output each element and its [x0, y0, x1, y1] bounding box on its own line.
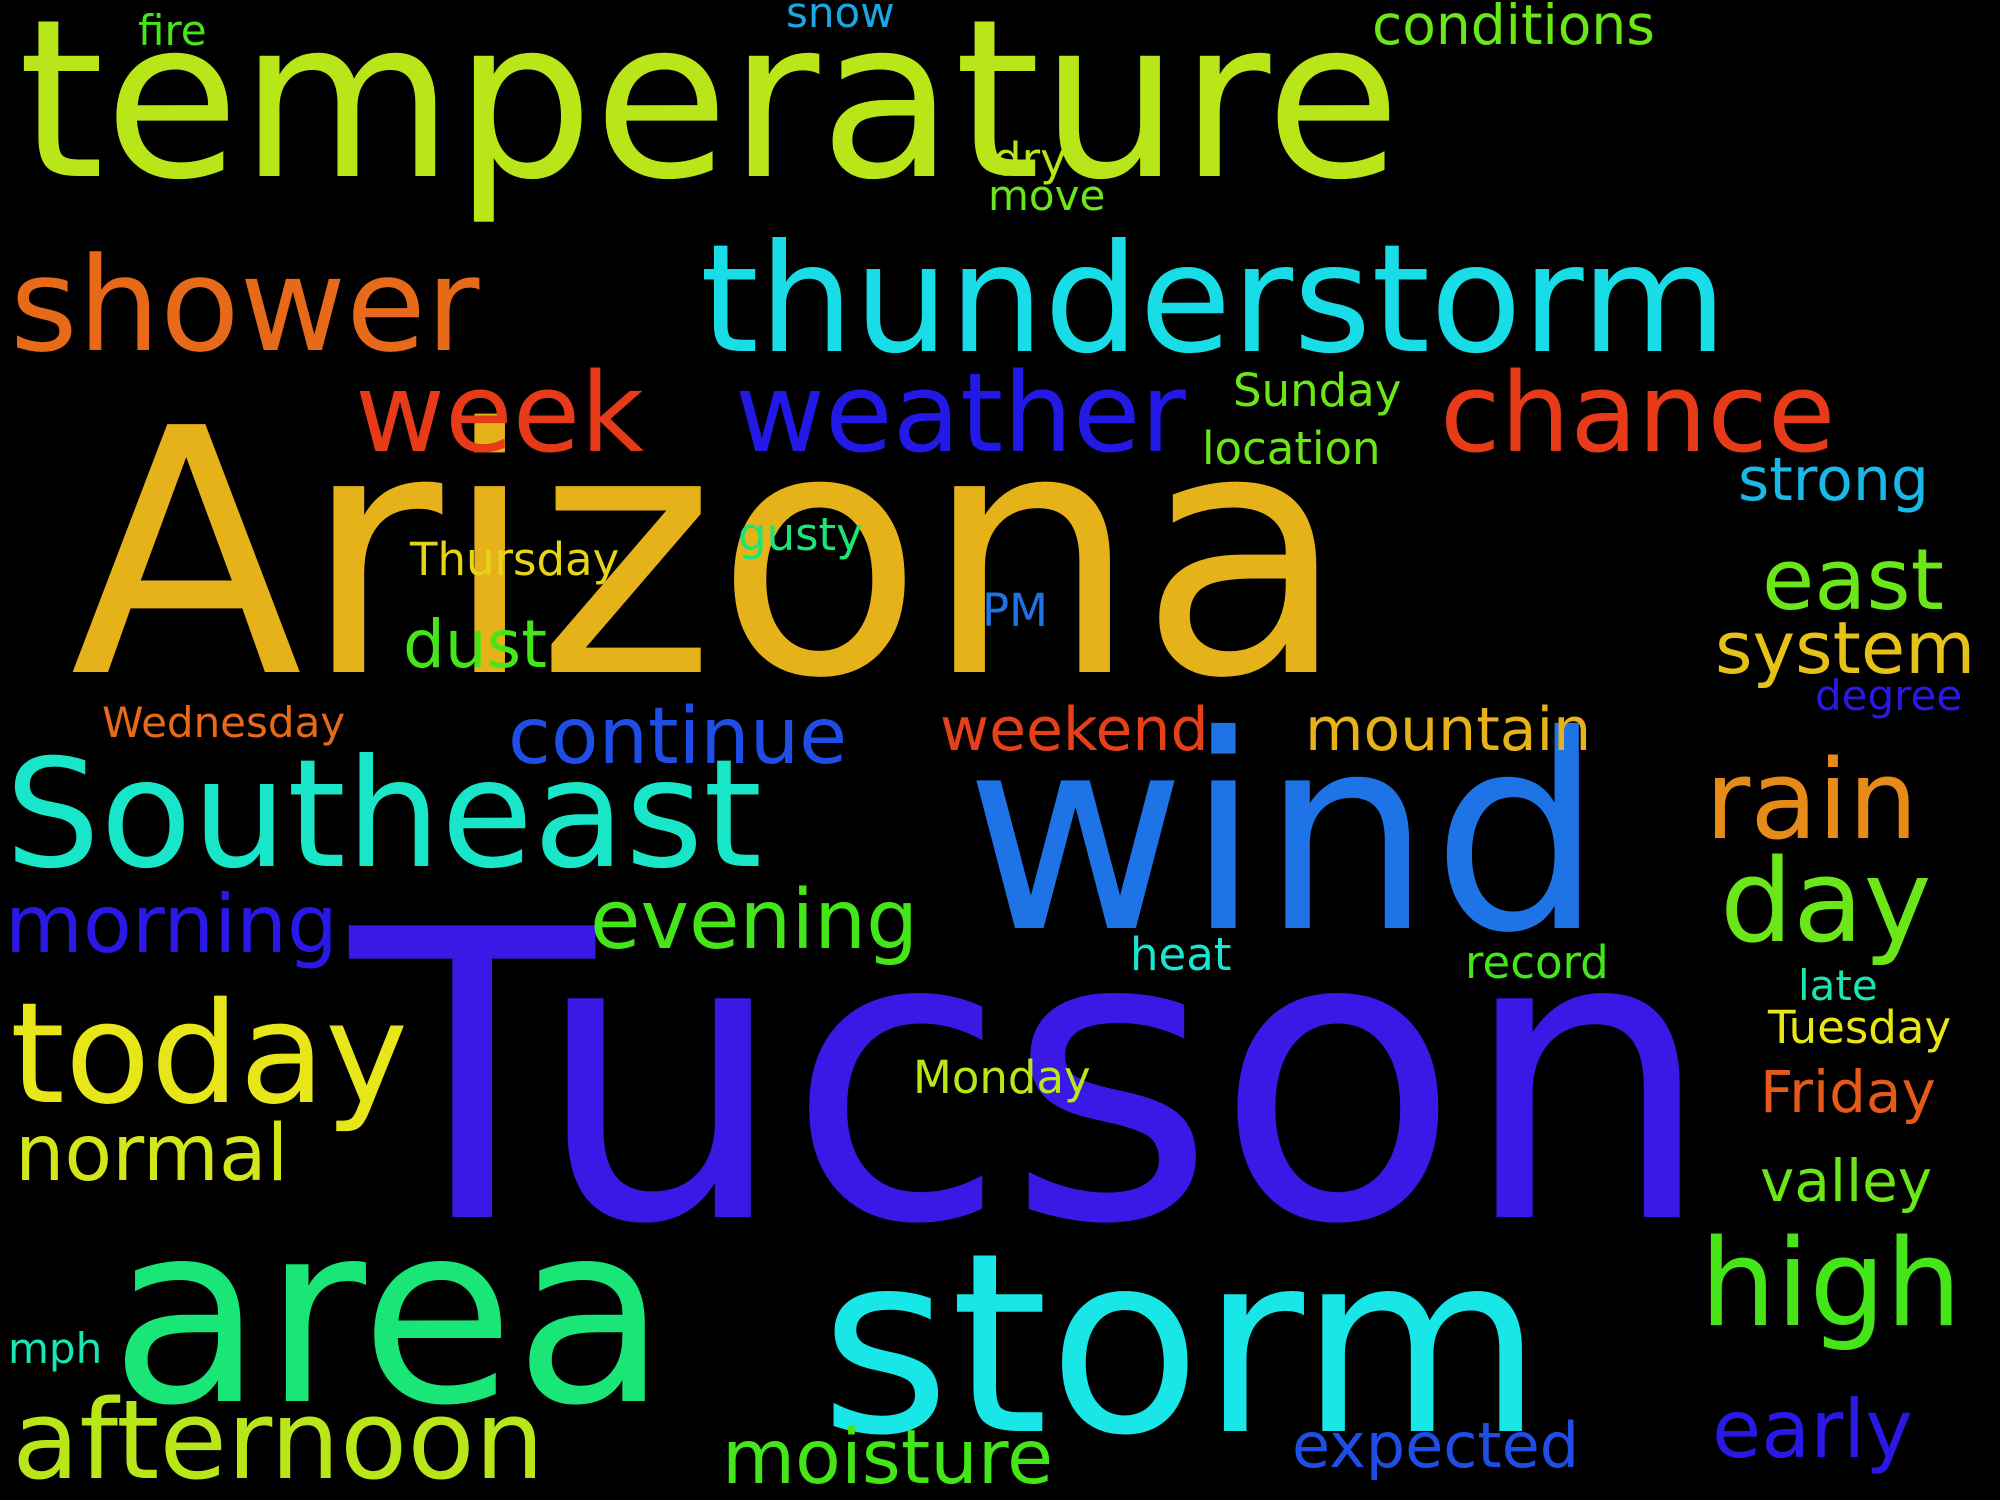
word-weekend: weekend [940, 695, 1209, 765]
word-temperature: temperature [18, 0, 1401, 228]
word-gusty: gusty [738, 508, 863, 561]
word-afternoon: afternoon [12, 1376, 545, 1500]
word-normal: normal [15, 1109, 289, 1199]
word-dry: dry [993, 133, 1067, 186]
word-continue: continue [508, 692, 848, 782]
word-late: late [1798, 961, 1878, 1010]
word-sunday: Sunday [1233, 364, 1402, 417]
word-pm: PM [982, 584, 1048, 637]
word-east: east [1762, 531, 1944, 630]
word-day: day [1720, 835, 1932, 969]
word-today: today [10, 973, 409, 1136]
word-valley: valley [1760, 1147, 1933, 1215]
word-area: area [110, 1169, 668, 1460]
word-wind: wind [965, 677, 1604, 992]
word-early: early [1712, 1383, 1913, 1476]
word-move: move [988, 171, 1106, 220]
word-morning: morning [5, 878, 338, 971]
word-friday: Friday [1760, 1058, 1936, 1126]
word-evening: evening [590, 873, 919, 968]
word-dust: dust [403, 606, 547, 683]
word-mountain: mountain [1305, 695, 1592, 765]
word-expected: expected [1292, 1409, 1580, 1482]
word-wednesday: Wednesday [102, 698, 346, 747]
word-mph: mph [8, 1324, 103, 1373]
word-rain: rain [1705, 736, 1918, 864]
word-system: system [1715, 606, 1976, 690]
word-thursday: Thursday [410, 533, 620, 586]
word-southeast: Southeast [5, 728, 763, 902]
word-fire: fire [138, 6, 207, 55]
word-record: record [1465, 936, 1609, 989]
word-monday: Monday [913, 1051, 1091, 1104]
word-thunderstorm: thunderstorm [700, 213, 1728, 387]
word-tucson: Tucson [350, 847, 1714, 1312]
word-snow: snow [786, 0, 895, 37]
word-chance: chance [1440, 349, 1836, 477]
word-shower: shower [10, 229, 480, 381]
word-heat: heat [1130, 928, 1232, 981]
word-conditions: conditions [1372, 0, 1655, 57]
word-moisture: moisture [722, 1413, 1054, 1500]
word-week: week [355, 349, 645, 477]
word-high: high [1700, 1215, 1962, 1354]
word-degree: degree [1815, 671, 1963, 720]
word-strong: strong [1738, 445, 1929, 515]
word-location: location [1202, 422, 1381, 475]
word-arizona: Arizona [70, 357, 1348, 753]
word-tuesday: Tuesday [1768, 1001, 1952, 1054]
word-storm: storm [820, 1199, 1544, 1490]
word-weather: weather [735, 349, 1186, 477]
